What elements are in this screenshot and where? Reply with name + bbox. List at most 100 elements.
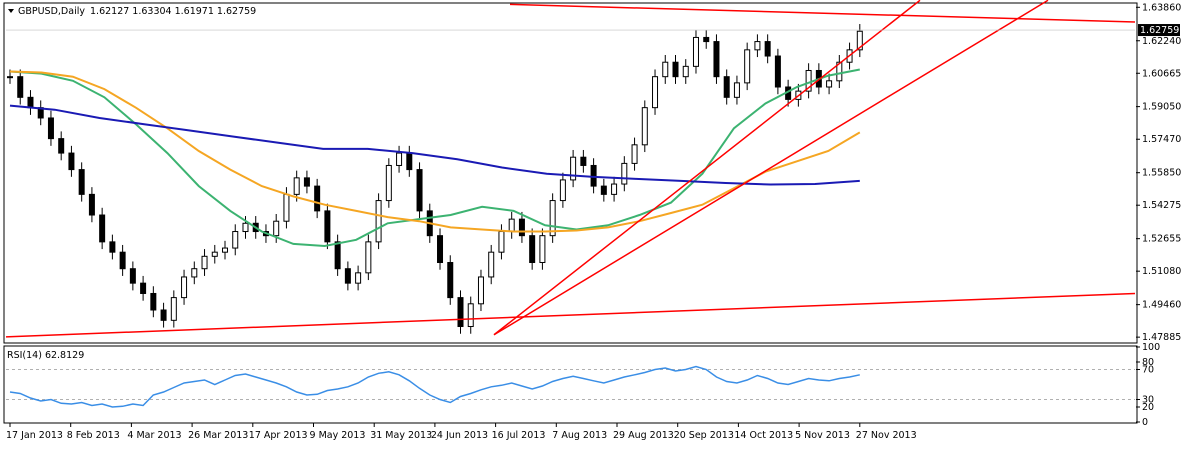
candle-body: [201, 255, 208, 270]
time-tick-label: 17 Jan 2013: [6, 430, 63, 441]
candle-body: [344, 268, 351, 284]
candle-body: [641, 107, 648, 146]
candle-body: [498, 231, 505, 253]
candle-body: [447, 262, 454, 299]
candle-body: [692, 36, 699, 67]
time-tick-label: 4 Mar 2013: [127, 430, 181, 441]
rsi-line: [9, 365, 860, 408]
candle-body: [160, 309, 167, 321]
candle-body: [477, 276, 484, 305]
candle-body: [385, 164, 392, 202]
time-tick-label: 9 May 2013: [310, 430, 366, 441]
candle-body: [27, 96, 34, 109]
candle-body: [99, 214, 106, 243]
candle-body: [191, 268, 198, 278]
triangle-down-icon[interactable]: [8, 9, 14, 13]
time-tick-label: 26 Mar 2013: [188, 430, 248, 441]
candle-body: [856, 30, 863, 51]
candle-body: [150, 292, 157, 311]
candle-body: [713, 41, 720, 78]
candle-body: [703, 36, 710, 43]
candle-body: [314, 185, 321, 212]
candle-body: [529, 235, 536, 264]
chart-symbol: GBPUSD,Daily: [18, 6, 85, 17]
moving-average-line: [9, 104, 860, 186]
candle-body: [826, 80, 833, 88]
price-tick-label: 1.52655: [1142, 234, 1181, 245]
time-tick-label: 16 Jul 2013: [492, 430, 546, 441]
candle-body: [140, 282, 147, 294]
moving-average-line: [9, 70, 861, 233]
price-tick-label: 1.47885: [1142, 332, 1181, 343]
rsi-tick-label: 80: [1142, 357, 1154, 368]
price-tick-label: 1.49460: [1142, 300, 1181, 311]
candle-body: [17, 76, 24, 98]
rsi-title: RSI(14) 62.8129: [7, 350, 84, 361]
time-tick-label: 27 Nov 2013: [856, 430, 917, 441]
candle-body: [457, 297, 464, 328]
rsi-tick-label: 70: [1142, 365, 1154, 376]
candle-body: [652, 76, 659, 109]
candle-body: [283, 193, 290, 222]
trendline: [5, 292, 1136, 338]
candle-body: [68, 152, 75, 171]
time-tick-label: 14 Oct 2013: [734, 430, 793, 441]
candle-body: [303, 177, 310, 187]
price-tick-label: 1.54275: [1142, 200, 1181, 211]
candle-body: [744, 49, 751, 84]
candle-body: [621, 162, 628, 185]
time-tick-label: 5 Nov 2013: [795, 430, 850, 441]
price-tick-label: 1.60665: [1142, 68, 1181, 79]
candle-body: [78, 169, 85, 195]
candle-body: [733, 82, 740, 98]
price-tick-label: 1.55850: [1142, 168, 1181, 179]
candle-body: [539, 235, 546, 264]
current-price-label: 1.62759: [1140, 25, 1179, 36]
candle-body: [488, 251, 495, 278]
candle-body: [58, 138, 65, 154]
candle-body: [170, 297, 177, 321]
candle-body: [437, 235, 444, 264]
candle-body: [467, 303, 474, 328]
candle-body: [375, 200, 382, 243]
candle-body: [754, 41, 761, 51]
trendlines-layer: [5, 0, 1136, 338]
candle-body: [293, 177, 300, 195]
rsi-tick-label: 100: [1142, 342, 1160, 353]
candle-body: [47, 117, 54, 140]
candle-body: [508, 218, 515, 233]
rsi-tick-label: 30: [1142, 395, 1154, 406]
rsi-layer: [6, 365, 1135, 408]
time-tick-label: 20 Sep 2013: [674, 430, 734, 441]
candle-body: [672, 61, 679, 78]
candle-body: [570, 156, 577, 181]
chart-ohlc: 1.62127 1.63304 1.61971 1.62759: [90, 6, 256, 17]
candle-body: [222, 247, 229, 253]
candle-body: [600, 185, 607, 195]
trendline: [509, 3, 1136, 23]
time-tick-label: 7 Aug 2013: [552, 430, 607, 441]
price-tick-label: 1.62240: [1142, 36, 1181, 47]
price-tick-label: 1.63860: [1142, 2, 1181, 13]
rsi-tick-label: 20: [1142, 402, 1154, 413]
time-axis: 17 Jan 2013 8 Feb 2013 4 Mar 2013 26 Mar 20…: [6, 423, 917, 441]
candle-body: [365, 241, 372, 274]
time-tick-label: 17 Apr 2013: [249, 430, 308, 441]
price-tick-label: 1.57470: [1142, 134, 1181, 145]
time-tick-label: 24 Jun 2013: [431, 430, 488, 441]
candle-body: [232, 231, 239, 249]
candle-body: [324, 210, 331, 243]
candle-body: [119, 251, 126, 270]
candle-body: [242, 222, 249, 233]
candle-body: [723, 76, 730, 98]
candle-body: [764, 41, 771, 57]
candle-body: [406, 152, 413, 171]
candle-body: [334, 241, 341, 270]
candles-layer: [7, 24, 863, 334]
candle-body: [611, 183, 618, 195]
price-axis: 1.63860 1.62240 1.60665 1.59050 1.57470 1.558…: [6, 2, 1181, 343]
trendline: [493, 0, 1049, 336]
moving-average-line: [9, 68, 860, 248]
